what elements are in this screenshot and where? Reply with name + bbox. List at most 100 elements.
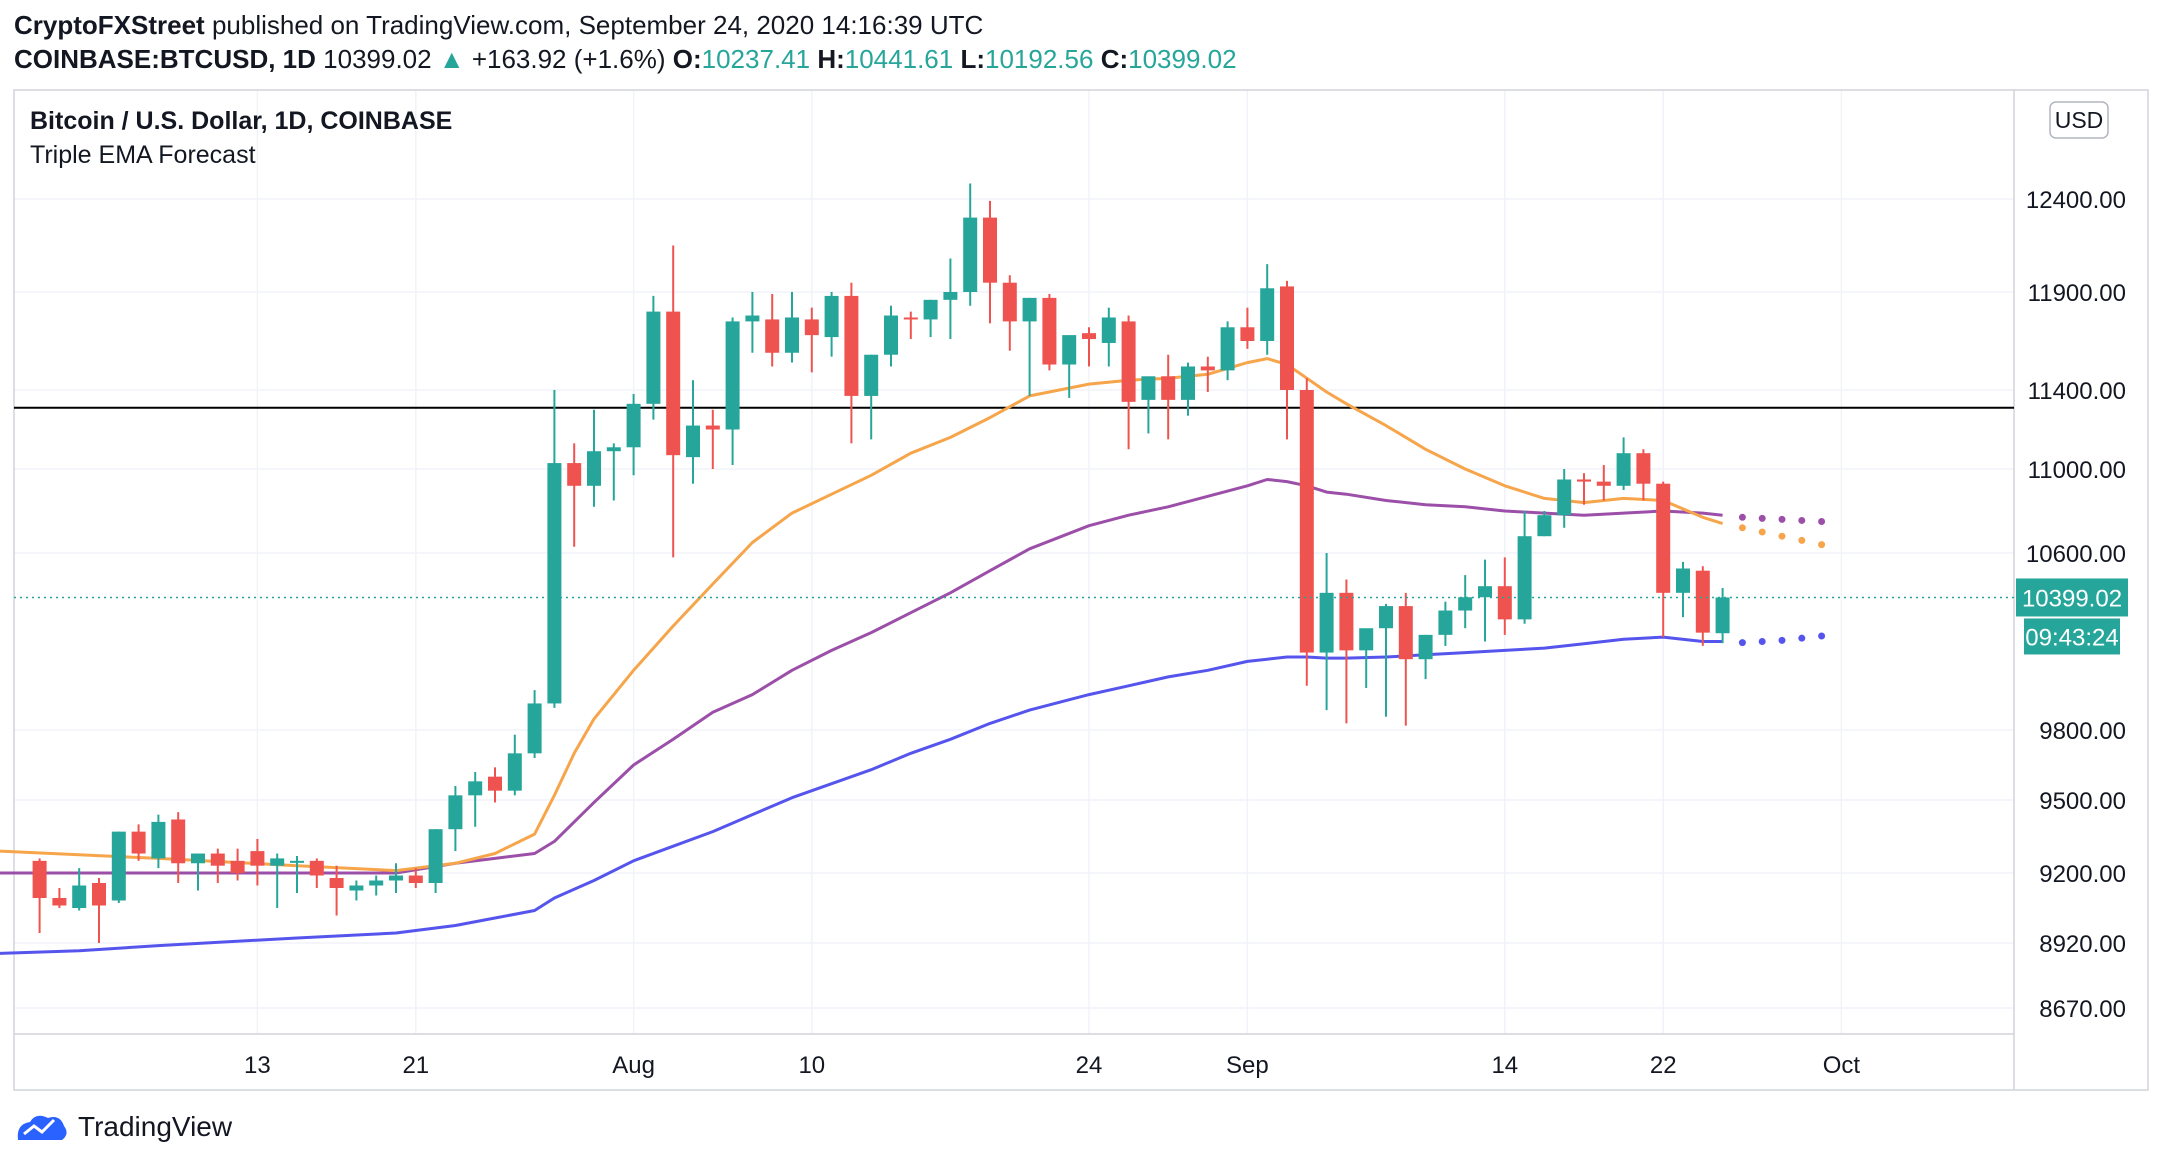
candle-body: [666, 311, 681, 456]
currency-button[interactable]: USD: [2049, 101, 2109, 139]
high-value: 10441.61: [844, 44, 954, 74]
candle-body: [1022, 297, 1037, 322]
candle-body: [468, 781, 483, 796]
candle: [1418, 634, 1433, 680]
price-tick-label: 11400.00: [2028, 378, 2126, 405]
candle: [923, 299, 938, 338]
candle-body: [488, 776, 502, 791]
candle: [389, 863, 403, 893]
candle: [1260, 264, 1275, 355]
candle-body: [1596, 481, 1611, 486]
time-tick-label: Aug: [612, 1052, 655, 1079]
low-value: 10192.56: [985, 44, 1094, 74]
candle-body: [250, 851, 265, 866]
candle: [1497, 557, 1512, 635]
chart-frame: [13, 89, 2149, 1091]
candle-body: [1379, 606, 1393, 629]
candle: [1695, 566, 1710, 646]
price-tick-label: 9200.00: [2039, 861, 2126, 888]
candle: [864, 354, 879, 440]
time-tick-label: 13: [244, 1052, 271, 1079]
candle: [804, 307, 819, 373]
candle: [32, 858, 47, 933]
candle: [1022, 297, 1037, 396]
forecast-dot-ema-fast: [1758, 528, 1766, 536]
candle: [844, 282, 859, 444]
candle-body: [646, 311, 661, 404]
forecast-dot-ema-fast: [1778, 532, 1786, 540]
forecast-dot-ema-fast: [1738, 524, 1746, 532]
candle-body: [824, 295, 839, 338]
candle: [329, 865, 344, 916]
forecast-dot-ema-fast: [1798, 536, 1806, 544]
candle: [903, 311, 918, 340]
low-label: L:: [960, 44, 985, 74]
price-tick-label: 10600.00: [2026, 541, 2126, 568]
candle-body: [983, 217, 997, 283]
candle: [72, 868, 87, 911]
candle-body: [1517, 536, 1532, 620]
candle-body: [943, 292, 958, 300]
candle: [1616, 437, 1631, 490]
current-price-label: 10399.02: [2022, 585, 2122, 612]
published-text: published on TradingView.com, September …: [211, 10, 984, 40]
candle-body: [111, 831, 126, 901]
candle: [1002, 275, 1017, 351]
candle: [191, 853, 205, 891]
candle-body: [963, 217, 978, 292]
candle: [1062, 335, 1077, 398]
candle-body: [1676, 568, 1690, 593]
candle-body: [903, 317, 918, 320]
forecast-dot-ema-slow: [1798, 634, 1806, 642]
forecast-dot-ema-mid: [1798, 516, 1806, 524]
candle: [785, 292, 799, 363]
publisher-name[interactable]: CryptoFXStreet: [14, 10, 205, 40]
candle: [349, 880, 364, 901]
candle: [884, 305, 898, 367]
candle: [606, 443, 621, 501]
candle: [824, 292, 839, 357]
open-label: O:: [672, 44, 702, 74]
tradingview-branding[interactable]: TradingView: [14, 1110, 232, 1144]
candle-body: [1181, 366, 1195, 400]
forecast-dot-ema-fast: [1818, 541, 1826, 549]
candle-body: [32, 860, 47, 898]
candle-body: [72, 885, 87, 908]
indicator-name: Triple EMA Forecast: [30, 141, 256, 169]
time-axis[interactable]: 13 21 Aug 10 24 Sep 14 22 Oct: [244, 1052, 1860, 1079]
candle-body: [230, 860, 245, 873]
candle-body: [1656, 483, 1671, 593]
forecast-dot-ema-mid: [1778, 515, 1786, 523]
candle: [1101, 307, 1116, 367]
candle-body: [527, 703, 542, 754]
countdown-tag: [2024, 618, 2120, 655]
candle: [52, 888, 67, 908]
candle-body: [191, 853, 205, 864]
price-tick-label: 8670.00: [2039, 996, 2126, 1023]
candle: [111, 831, 126, 903]
candle: [468, 772, 483, 827]
candle: [1537, 511, 1552, 537]
candle-body: [567, 463, 582, 486]
close-value: 10399.02: [1128, 44, 1237, 74]
ema-slow-line: [0, 635, 1723, 955]
candle: [1082, 327, 1096, 367]
candle-body: [151, 821, 166, 859]
candle-body: [349, 885, 364, 891]
candle: [1715, 588, 1730, 644]
candle: [1557, 469, 1572, 528]
candle-body: [507, 753, 522, 791]
candle-body: [606, 447, 621, 452]
price-axis[interactable]: 8670.00 8920.00 9200.00 9500.00 9800.00 10600…: [2026, 187, 2126, 1023]
candle: [1379, 603, 1393, 717]
candle: [151, 814, 166, 869]
candle: [210, 848, 225, 883]
candle-body: [745, 315, 760, 322]
candle: [290, 855, 304, 893]
high-label: H:: [817, 44, 845, 74]
candle: [408, 868, 423, 888]
candle: [1438, 601, 1453, 646]
forecast-dot-ema-slow: [1818, 632, 1826, 640]
candle-body: [785, 317, 799, 353]
